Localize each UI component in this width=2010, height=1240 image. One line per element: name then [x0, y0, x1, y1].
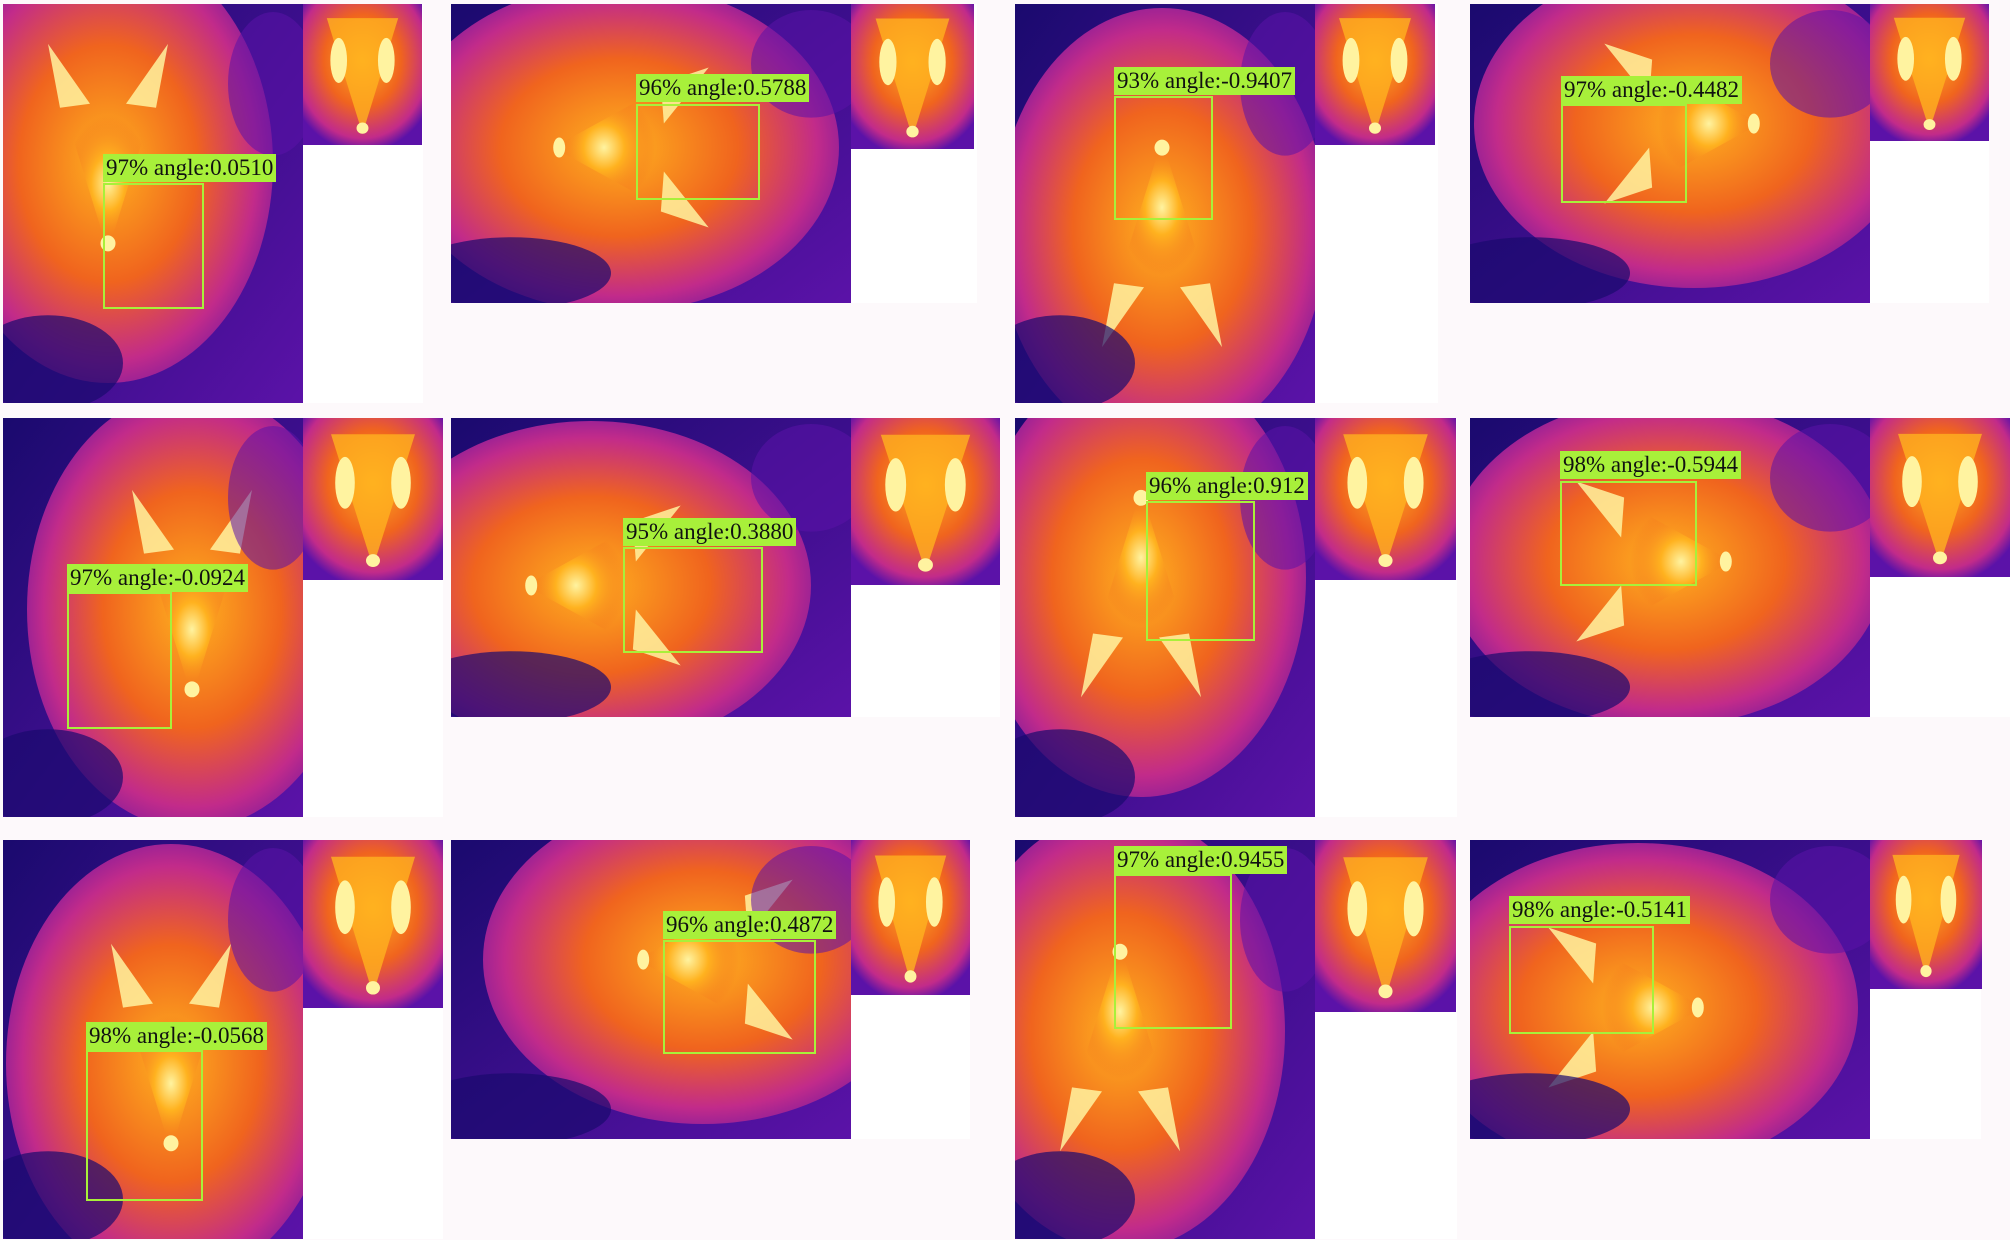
aligned-face-crop: [851, 840, 970, 995]
aligned-face-crop: [1870, 418, 2010, 577]
detection-label: 97% angle:-0.4482: [1561, 76, 1743, 104]
bounding-box: [1114, 874, 1232, 1029]
bounding-box: [636, 104, 760, 200]
bounding-box: [1509, 926, 1654, 1034]
detection-label: 98% angle:-0.5141: [1509, 896, 1691, 924]
thermal-image: [1470, 418, 1870, 717]
detection-label: 95% angle:0.3880: [623, 518, 797, 546]
bounding-box: [1114, 96, 1213, 220]
bounding-box: [663, 940, 816, 1054]
detection-label: 96% angle:0.912: [1146, 472, 1308, 500]
bounding-box: [86, 1050, 203, 1201]
thermal-image: [3, 4, 303, 403]
detection-label: 96% angle:0.4872: [663, 911, 837, 939]
aligned-face-crop: [1870, 4, 1989, 141]
aligned-face-crop: [303, 840, 443, 1008]
detection-label: 97% angle:0.9455: [1114, 846, 1288, 874]
detection-label: 93% angle:-0.9407: [1114, 67, 1296, 95]
bounding-box: [67, 592, 172, 729]
detection-label: 96% angle:0.5788: [636, 74, 810, 102]
detection-label: 98% angle:-0.5944: [1560, 451, 1742, 479]
detection-label: 97% angle:-0.0924: [67, 564, 249, 592]
aligned-face-crop: [1315, 840, 1456, 1012]
detection-label: 98% angle:-0.0568: [86, 1022, 268, 1050]
bounding-box: [623, 547, 763, 653]
aligned-face-crop: [851, 4, 974, 149]
aligned-face-crop: [1315, 418, 1456, 580]
detection-label: 97% angle:0.0510: [103, 154, 277, 182]
thermal-image: [3, 418, 303, 817]
bounding-box: [1146, 501, 1255, 641]
thermal-image: [451, 418, 851, 717]
bounding-box: [1560, 481, 1697, 586]
thermal-image: [1015, 840, 1315, 1239]
aligned-face-crop: [303, 4, 422, 145]
aligned-face-crop: [851, 418, 1000, 585]
aligned-face-crop: [303, 418, 443, 580]
aligned-face-crop: [1870, 840, 1982, 989]
bounding-box: [1561, 104, 1687, 203]
aligned-face-crop: [1315, 4, 1435, 145]
bounding-box: [103, 183, 204, 309]
thermal-image: [1470, 4, 1870, 303]
